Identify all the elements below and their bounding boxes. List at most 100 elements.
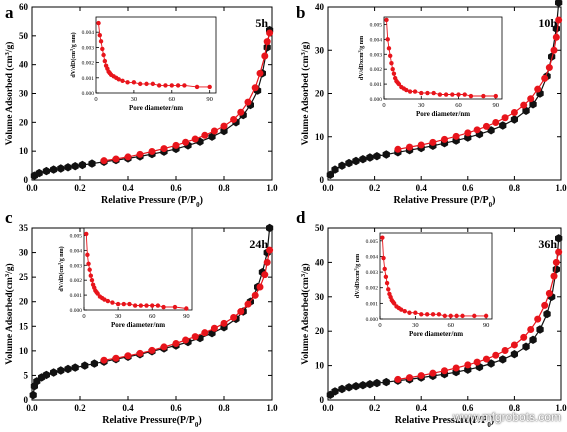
x-tick-label: 1.0: [266, 183, 278, 193]
inset-data-point: [472, 313, 477, 319]
data-point-adsorption: [90, 359, 98, 368]
inset-data-point: [100, 46, 105, 52]
sample-label: 24h: [249, 237, 268, 251]
y-axis-label: Volume Adsorbed (cm3/g): [300, 42, 312, 146]
label-segment: Volume Adsorbed(cm: [4, 277, 15, 365]
data-point-adsorption: [373, 152, 381, 161]
data-point-adsorption: [382, 377, 390, 387]
data-point-desorption: [492, 351, 500, 359]
inset-data-point: [456, 92, 461, 97]
data-point-desorption: [492, 118, 500, 126]
y-tick-label: 15: [19, 321, 29, 331]
label-segment: /g): [4, 263, 15, 275]
label-segment: ): [198, 415, 201, 426]
inset-y-tick-label: 0.000: [70, 308, 83, 314]
series-desorption: [100, 246, 274, 364]
y-tick-label: 50: [19, 31, 29, 41]
inset-y-tick-label: 0.004: [82, 30, 95, 36]
x-tick-label: 1.0: [555, 403, 567, 413]
data-point-adsorption: [499, 121, 507, 130]
plot-frame: [327, 227, 562, 401]
y-tick-label: 10: [315, 361, 325, 371]
panel-c: 0.0 0.2 0.4 0.6 0.8 1.005101520253035Relative…: [4, 208, 279, 429]
data-point-adsorption: [536, 325, 544, 334]
data-point-desorption: [550, 272, 558, 280]
data-point-desorption: [244, 300, 252, 308]
series-desorption: [394, 248, 563, 383]
inset-y-tick-label: 0.004: [370, 37, 383, 43]
x-tick-label: 0.8: [218, 183, 230, 193]
y-axis-label: Volume Adsorbed (cm3/g): [4, 42, 16, 146]
inset-data-point: [132, 303, 138, 308]
label-segment: Relative Pressure(P/P: [395, 415, 488, 426]
x-tick-label: 0.8: [509, 183, 521, 193]
data-point-adsorption: [552, 265, 560, 274]
label-segment: /g nm: [359, 36, 365, 52]
data-point-adsorption: [510, 350, 518, 359]
data-point-adsorption: [338, 161, 346, 170]
label-segment: ): [491, 415, 494, 426]
data-point-adsorption: [50, 165, 58, 174]
data-point-desorption: [251, 291, 259, 299]
data-point-desorption: [230, 313, 238, 321]
inset-data-point: [144, 81, 149, 87]
inset-data-point: [156, 83, 162, 88]
y-tick-label: 40: [315, 2, 325, 12]
y-tick-label: 10: [19, 146, 29, 156]
label-segment: 3: [300, 51, 307, 55]
y-tick-label: 35: [19, 223, 29, 233]
data-point-desorption: [220, 122, 228, 130]
data-point-adsorption: [555, 0, 563, 7]
inset-data-point: [127, 301, 132, 307]
panel-a: 0.0 0.2 0.4 0.6 0.8 1.00102030405060Relative …: [4, 2, 279, 209]
inset-y-axis-label: dV/dD(cm3/g nm): [57, 246, 66, 291]
inset-data-point: [388, 53, 393, 58]
y-axis-label: Volume Adsorbed(cm3/g): [4, 263, 16, 364]
data-point-desorption: [112, 155, 120, 163]
inset-y-tick-label: 0.005: [370, 22, 383, 28]
label-segment: Relative Pressure(P/P: [102, 415, 195, 426]
x-tick-label: 0.6: [170, 183, 182, 193]
data-point-adsorption: [42, 166, 50, 176]
data-point-desorption: [545, 289, 553, 297]
inset-y-tick-label: 0.002: [370, 67, 383, 73]
inset-data-point: [125, 80, 130, 85]
inset-data-point: [380, 235, 385, 240]
x-tick-label: 0.0: [322, 403, 334, 413]
data-point-desorption: [201, 329, 209, 337]
inset-data-point: [172, 304, 178, 310]
data-point-desorption: [464, 129, 472, 137]
inset-data-point: [97, 33, 102, 38]
x-tick-label: 0.4: [122, 403, 134, 413]
data-point-adsorption: [499, 355, 507, 364]
inset-data-point: [98, 39, 104, 44]
inset-data-point: [121, 301, 126, 307]
y-tick-label: 0: [320, 175, 325, 185]
inset-data-point: [87, 267, 92, 272]
data-point-desorption: [210, 127, 218, 135]
inset-data-point: [95, 291, 100, 296]
inset-data-point: [396, 81, 402, 87]
label-segment: dV/dD(cm: [70, 51, 77, 78]
inset-data-point: [481, 93, 486, 99]
y-tick-label: 40: [315, 257, 325, 267]
y-tick-label: 20: [19, 117, 29, 127]
label-segment: /g nm): [58, 246, 65, 264]
data-point-desorption: [417, 141, 425, 149]
data-point-adsorption: [71, 363, 79, 372]
label-segment: dV/dD(cm: [58, 265, 65, 292]
data-point-adsorption: [29, 390, 37, 400]
label-segment: 0: [489, 201, 493, 209]
data-point-adsorption: [487, 359, 495, 368]
data-point-desorption: [417, 372, 425, 380]
inset-y-tick-label: 0.001: [366, 301, 379, 307]
inset-data-point: [161, 304, 166, 310]
data-point-desorption: [534, 85, 542, 93]
inset-x-tick-label: 30: [115, 313, 122, 320]
inset-data-point: [430, 312, 436, 317]
data-point-adsorption: [373, 378, 381, 388]
data-point-desorption: [136, 150, 144, 158]
data-point-adsorption: [42, 370, 50, 380]
y-tick-label: 60: [19, 2, 29, 12]
